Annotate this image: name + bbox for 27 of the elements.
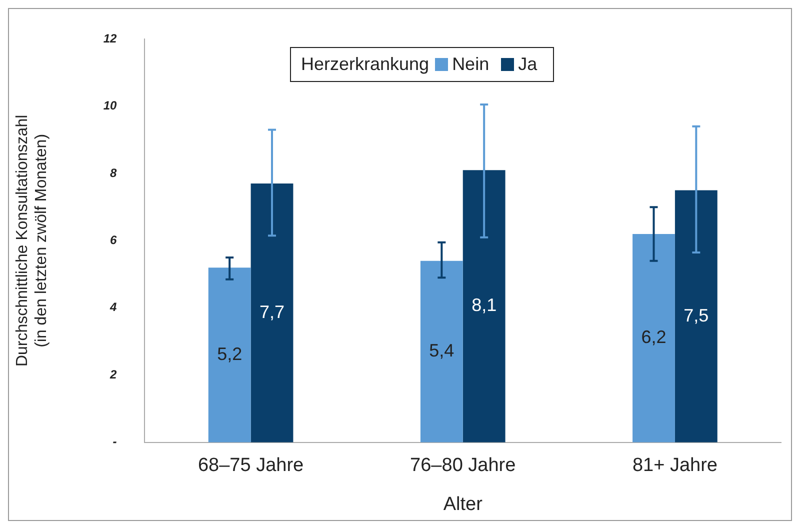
bar — [462, 170, 506, 442]
x-tick-label: 76–80 Jahre — [410, 455, 516, 476]
data-label: 7,5 — [684, 305, 709, 326]
y-tick-label: 12 — [103, 31, 118, 46]
bar — [250, 184, 294, 442]
bar — [674, 190, 718, 442]
bar — [632, 234, 675, 442]
y-tick-label: - — [112, 434, 117, 449]
data-label: 7,7 — [259, 302, 285, 322]
y-tick-label: 2 — [109, 367, 118, 382]
x-axis-title: Alter — [443, 494, 484, 515]
y-axis-title: Durchschnittliche Konsultationszahl (in den letzten zwölf Monaten) — [14, 114, 50, 367]
legend-title: Herzerkrankung — [301, 54, 430, 75]
data-label: 8,1 — [472, 295, 497, 316]
y-tick-label: 10 — [103, 98, 118, 113]
y-tick-label: 4 — [109, 300, 118, 314]
bar — [208, 268, 251, 442]
y-tick-label: 6 — [110, 233, 118, 248]
data-label: 5,2 — [217, 344, 242, 364]
data-label: 5,4 — [429, 340, 454, 361]
x-tick-label: 81+ Jahre — [632, 455, 718, 476]
data-label: 6,2 — [641, 327, 666, 348]
x-tick-label: 68–75 Jahre — [198, 455, 304, 476]
legend-label: Ja — [518, 54, 538, 75]
y-tick-label: 8 — [110, 166, 118, 180]
bar — [420, 260, 463, 442]
legend-label: Nein — [452, 54, 490, 75]
